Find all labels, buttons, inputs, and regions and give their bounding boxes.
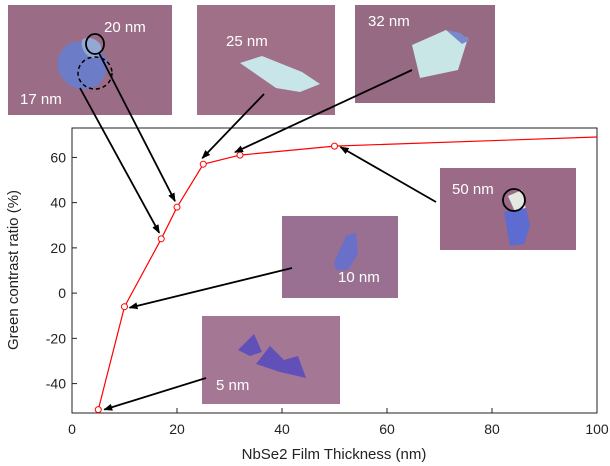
- inset-image-17-20nm: 20 nm 17 nm: [8, 5, 172, 115]
- y-tick-label: 0: [58, 285, 66, 301]
- flake-shape: [334, 232, 358, 270]
- x-tick-label: 60: [379, 421, 395, 437]
- x-tick-label: 80: [484, 421, 500, 437]
- annotation-arrow: [234, 69, 413, 153]
- flake-shape: [256, 346, 306, 378]
- annotation-arrow: [98, 52, 176, 203]
- inset-image-10nm: 10 nm: [282, 216, 398, 298]
- y-tick-label: -40: [46, 376, 66, 392]
- data-point: [236, 151, 244, 159]
- plot-area: [71, 127, 598, 414]
- flake-shape: [446, 30, 470, 44]
- arrow-layer: [79, 52, 437, 411]
- flake-shape: [238, 334, 262, 356]
- label-5nm: 5 nm: [216, 377, 249, 394]
- label-25nm: 25 nm: [226, 33, 268, 50]
- y-axis-title: Green contrast ratio (%): [5, 190, 22, 350]
- y-tick-label: 40: [50, 195, 66, 211]
- label-10nm: 10 nm: [338, 269, 380, 286]
- inset-image-50nm: 50 nm: [440, 168, 576, 250]
- data-point: [94, 406, 102, 414]
- x-tick-label: 100: [585, 421, 609, 437]
- annotation-arrow: [128, 267, 293, 310]
- data-point: [121, 303, 128, 311]
- circle-marker-solid: [502, 188, 526, 212]
- circle-marker-dashed: [77, 56, 113, 90]
- x-axis-title: NbSe2 Film Thickness (nm): [242, 446, 427, 463]
- inset-image-25nm: 25 nm: [197, 5, 335, 115]
- annotation-arrow: [103, 377, 207, 411]
- flake-shape: [504, 208, 530, 246]
- data-point: [157, 235, 165, 243]
- annotation-arrow: [79, 87, 161, 234]
- label-17nm: 17 nm: [20, 91, 62, 108]
- inset-image-32nm: 32 nm: [355, 5, 495, 103]
- y-tick-label: 60: [50, 149, 66, 165]
- label-20nm: 20 nm: [104, 19, 146, 36]
- flake-shape: [412, 30, 468, 78]
- circle-marker-solid: [85, 33, 105, 55]
- y-axis: -40 -20 0 20 40 60: [46, 149, 77, 392]
- y-tick-label: -20: [46, 330, 66, 346]
- x-axis: 0 20 40 60 80 100: [68, 408, 609, 437]
- x-tick-label: 40: [274, 421, 290, 437]
- x-tick-label: 20: [169, 421, 185, 437]
- inset-image-5nm: 5 nm: [202, 316, 340, 404]
- flake-shape: [240, 56, 320, 92]
- series-layer: [94, 136, 598, 414]
- series-line: [97, 136, 598, 410]
- annotation-arrow: [201, 93, 265, 159]
- data-point: [173, 203, 181, 211]
- data-point: [199, 160, 207, 168]
- label-50nm: 50 nm: [452, 181, 494, 198]
- annotation-arrow: [339, 146, 437, 203]
- label-32nm: 32 nm: [368, 13, 410, 30]
- data-point: [331, 142, 338, 150]
- y-tick-label: 20: [50, 240, 66, 256]
- x-tick-label: 0: [68, 421, 76, 437]
